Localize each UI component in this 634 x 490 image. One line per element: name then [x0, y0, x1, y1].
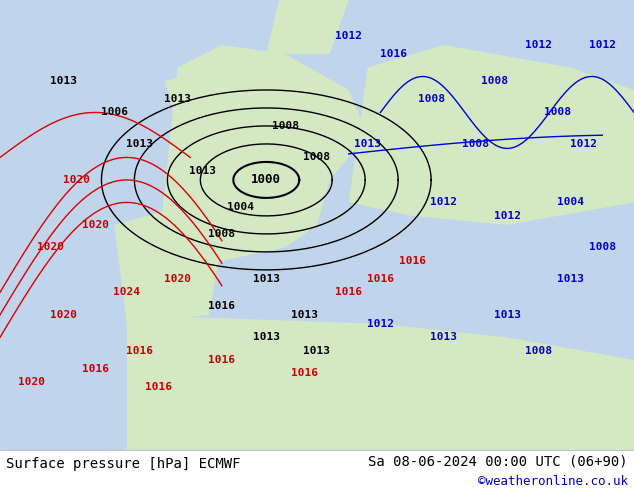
Text: 1013: 1013 — [164, 94, 191, 104]
Text: 1013: 1013 — [291, 310, 318, 320]
Text: 1006: 1006 — [101, 107, 127, 118]
Polygon shape — [349, 45, 634, 225]
Text: 1013: 1013 — [190, 166, 216, 176]
Text: 1020: 1020 — [50, 310, 77, 320]
Text: 1016: 1016 — [82, 364, 108, 374]
Text: 1012: 1012 — [589, 40, 616, 50]
Text: 1004: 1004 — [228, 202, 254, 212]
Text: 1016: 1016 — [291, 368, 318, 378]
Polygon shape — [127, 315, 634, 450]
Text: 1020: 1020 — [37, 243, 64, 252]
Text: 1016: 1016 — [367, 274, 394, 284]
Text: 1012: 1012 — [430, 197, 457, 207]
Text: 1013: 1013 — [494, 310, 521, 320]
Text: 1020: 1020 — [63, 175, 89, 185]
Polygon shape — [266, 0, 349, 54]
Text: 1012: 1012 — [367, 319, 394, 329]
Text: 1008: 1008 — [526, 346, 552, 356]
Text: 1013: 1013 — [253, 332, 280, 343]
Polygon shape — [114, 207, 222, 324]
Text: 1013: 1013 — [126, 139, 153, 149]
Text: 1008: 1008 — [209, 229, 235, 239]
Polygon shape — [158, 45, 368, 261]
Text: 1013: 1013 — [354, 139, 381, 149]
Text: 1012: 1012 — [526, 40, 552, 50]
Text: 1008: 1008 — [304, 152, 330, 163]
Text: 1016: 1016 — [145, 382, 172, 392]
Text: 1016: 1016 — [335, 287, 362, 297]
Text: 1008: 1008 — [545, 107, 571, 118]
Text: 1008: 1008 — [272, 121, 299, 131]
Text: 1013: 1013 — [557, 274, 584, 284]
Text: 1016: 1016 — [126, 346, 153, 356]
Text: 1012: 1012 — [570, 139, 597, 149]
Text: 1008: 1008 — [418, 94, 444, 104]
Text: Sa 08-06-2024 00:00 UTC (06+90): Sa 08-06-2024 00:00 UTC (06+90) — [368, 455, 628, 469]
Polygon shape — [165, 72, 216, 126]
Text: 1013: 1013 — [304, 346, 330, 356]
Text: 1012: 1012 — [494, 211, 521, 221]
Text: 1008: 1008 — [462, 139, 489, 149]
Text: 1016: 1016 — [209, 355, 235, 365]
Text: Surface pressure [hPa] ECMWF: Surface pressure [hPa] ECMWF — [6, 457, 241, 471]
Text: 1012: 1012 — [335, 31, 362, 41]
Text: 1020: 1020 — [164, 274, 191, 284]
Text: 1020: 1020 — [82, 220, 108, 230]
Text: 1016: 1016 — [399, 256, 425, 266]
Text: ©weatheronline.co.uk: ©weatheronline.co.uk — [477, 475, 628, 489]
Text: 1016: 1016 — [209, 301, 235, 311]
Text: 1000: 1000 — [251, 173, 281, 186]
Text: 1016: 1016 — [380, 49, 406, 59]
Text: 1024: 1024 — [113, 287, 140, 297]
Text: 1013: 1013 — [430, 332, 457, 343]
Text: 1013: 1013 — [253, 274, 280, 284]
Text: 1008: 1008 — [481, 76, 508, 86]
Text: 1008: 1008 — [589, 243, 616, 252]
Text: 1020: 1020 — [18, 377, 45, 388]
Text: 1013: 1013 — [50, 76, 77, 86]
Text: 1004: 1004 — [557, 197, 584, 207]
